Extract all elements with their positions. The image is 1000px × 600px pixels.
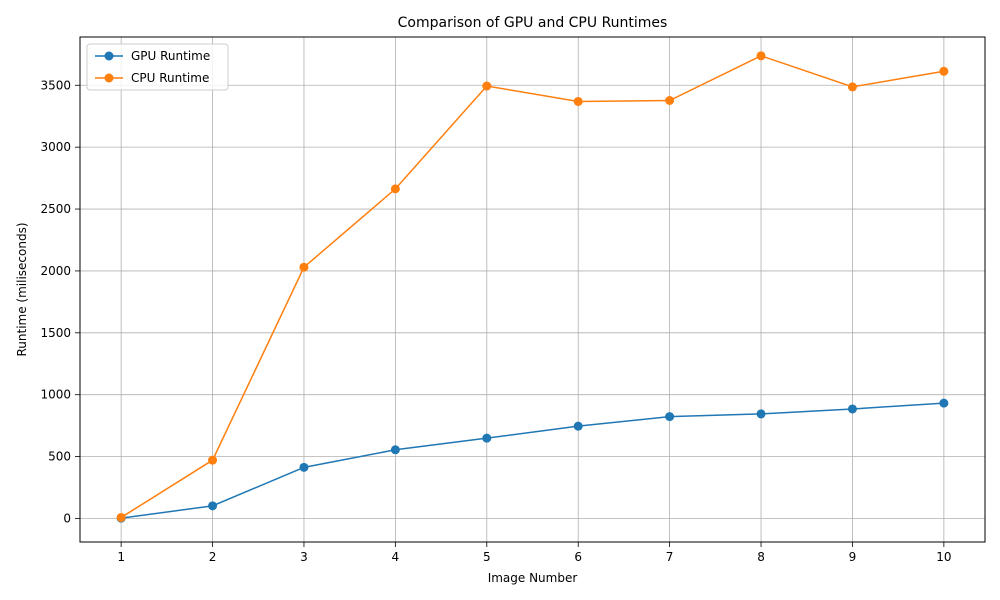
data-point (847, 82, 857, 92)
legend: GPU Runtime CPU Runtime (86, 43, 229, 91)
legend-entry: CPU Runtime (95, 71, 209, 85)
y-tick-label: 500 (48, 450, 71, 464)
data-point (116, 512, 126, 522)
data-point (847, 404, 857, 414)
grid (80, 37, 985, 542)
data-point (482, 433, 492, 443)
y-tick-label: 3000 (40, 140, 71, 154)
x-tick-label: 1 (117, 550, 125, 564)
y-axis: 0 500 1000 1500 2000 2500 3000 3500 (40, 78, 80, 525)
data-point (390, 184, 400, 194)
data-point (939, 66, 949, 76)
x-tick-label: 5 (483, 550, 491, 564)
y-axis-title: Runtime (miliseconds) (15, 222, 29, 356)
legend-label: GPU Runtime (131, 49, 210, 63)
series-cpu (116, 51, 949, 522)
y-tick-label: 0 (63, 511, 71, 525)
data-point (299, 462, 309, 472)
legend-label: CPU Runtime (131, 71, 209, 85)
x-tick-label: 8 (757, 550, 765, 564)
x-tick-label: 7 (666, 550, 674, 564)
x-tick-label: 2 (209, 550, 217, 564)
y-tick-label: 3500 (40, 78, 71, 92)
data-point (573, 96, 583, 106)
x-tick-label: 10 (936, 550, 951, 564)
x-axis-title: Image Number (488, 571, 578, 585)
y-tick-label: 2000 (40, 264, 71, 278)
chart-title: Comparison of GPU and CPU Runtimes (398, 15, 668, 31)
plot-frame (79, 36, 986, 543)
series-layer (116, 51, 949, 523)
x-tick-label: 6 (574, 550, 582, 564)
x-tick-label: 9 (849, 550, 857, 564)
series-line (121, 402, 944, 519)
x-tick-label: 4 (392, 550, 400, 564)
y-tick-label: 2500 (40, 202, 71, 216)
data-point (573, 421, 583, 431)
data-point (482, 81, 492, 91)
data-point (208, 455, 218, 465)
y-tick-label: 1000 (40, 388, 71, 402)
series-line (120, 55, 944, 519)
legend-marker (104, 51, 114, 61)
data-point (665, 412, 675, 422)
series-gpu (116, 398, 949, 523)
y-tick-label: 1500 (40, 326, 71, 340)
data-point (756, 51, 766, 61)
data-point (208, 501, 218, 511)
x-tick-label: 3 (300, 550, 308, 564)
legend-marker (104, 73, 114, 83)
data-point (390, 445, 400, 455)
legend-entry: GPU Runtime (95, 49, 210, 63)
data-point (665, 95, 675, 105)
data-point (299, 262, 309, 272)
data-point (756, 409, 766, 419)
data-point (939, 398, 949, 408)
x-axis: 1 2 3 4 5 6 7 8 9 10 (117, 542, 952, 564)
